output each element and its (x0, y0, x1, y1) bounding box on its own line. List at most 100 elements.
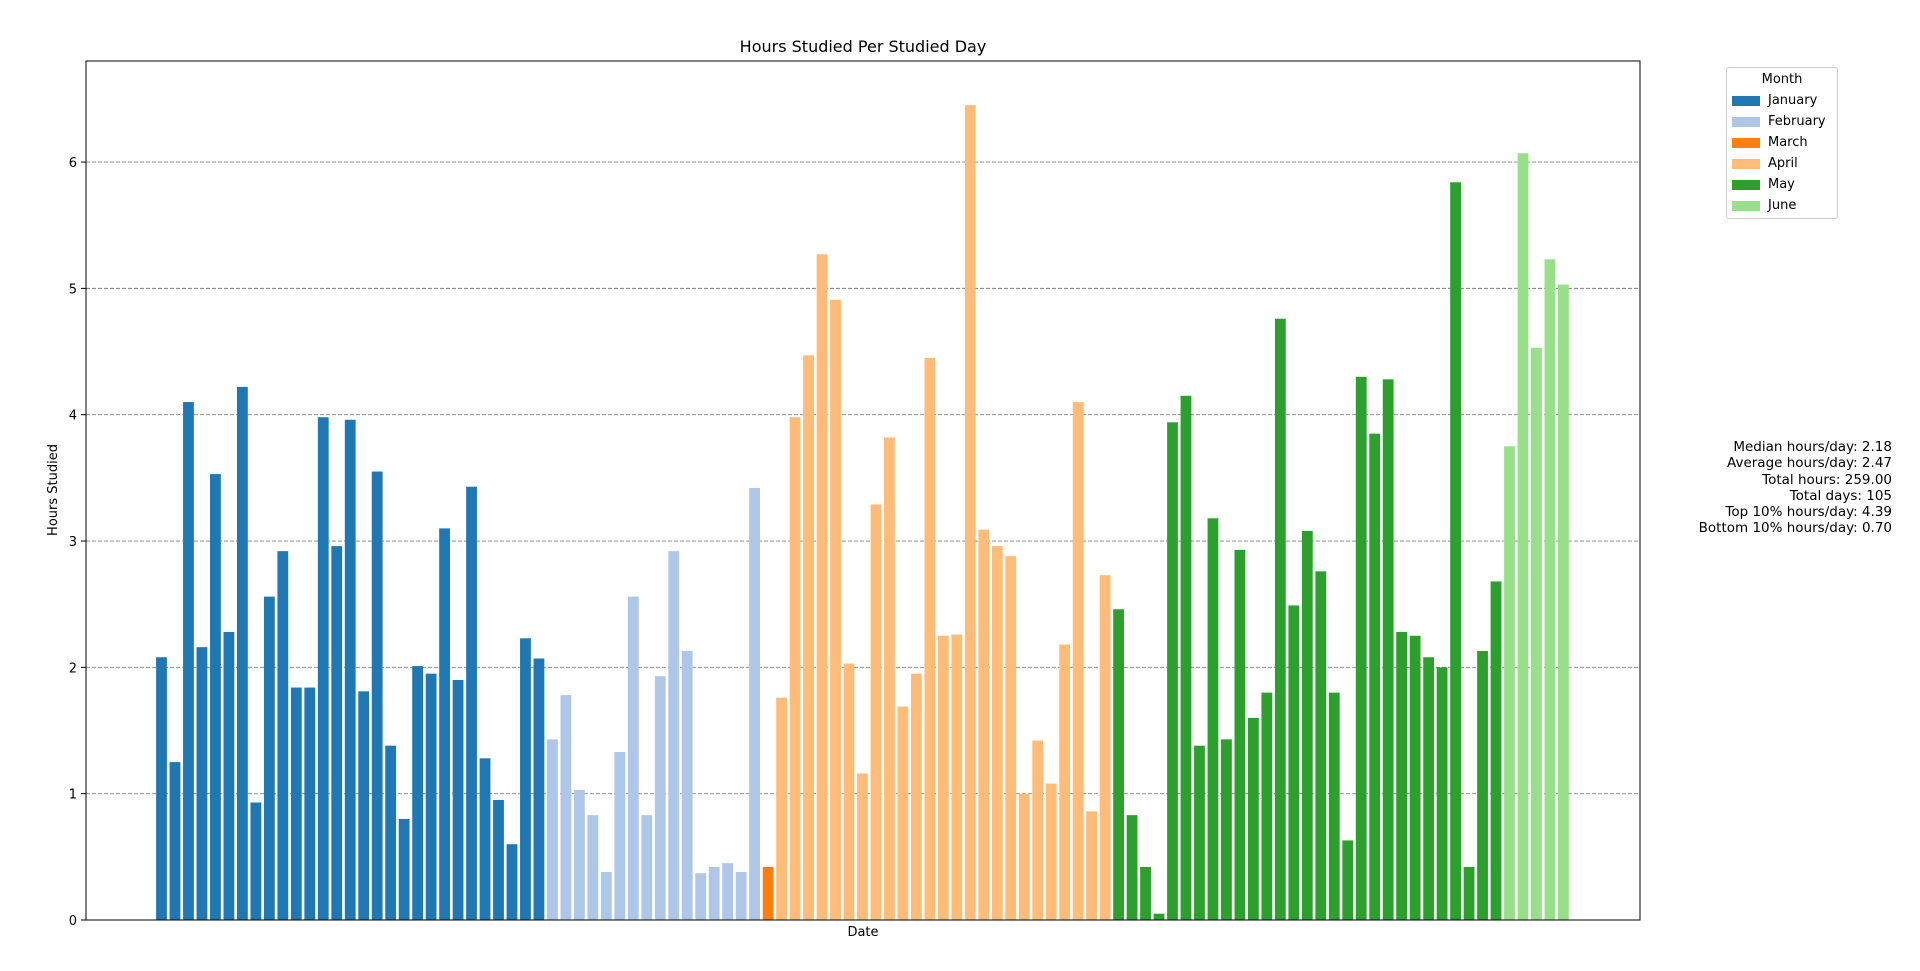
bar-february (681, 650, 693, 920)
plot-frame (85, 60, 1641, 921)
bar-april (1032, 740, 1044, 920)
y-tick-label: 1 (69, 788, 77, 803)
bar-march (762, 866, 774, 920)
bar-april (857, 773, 868, 920)
bar-may (1274, 318, 1286, 920)
bar-april (816, 254, 828, 920)
bar-february (560, 695, 572, 920)
bar-january (533, 658, 545, 920)
legend-swatch (1732, 137, 1760, 148)
bar-june (1558, 284, 1569, 921)
bar-april (910, 673, 922, 920)
bar-may (1167, 422, 1178, 920)
bar-june (1504, 446, 1515, 920)
bar-may (1247, 717, 1259, 920)
bar-may (1194, 745, 1205, 920)
bar-february (573, 789, 585, 920)
legend-label: January (1768, 93, 1818, 108)
bar-january (290, 687, 302, 920)
bar-february (735, 872, 747, 920)
bar-january (493, 799, 504, 920)
bar-january (183, 402, 194, 920)
legend-swatch (1732, 158, 1760, 169)
bar-may (1140, 866, 1151, 920)
bar-june (1517, 153, 1529, 921)
bar-may (1180, 395, 1192, 920)
bar-may (1328, 692, 1340, 920)
bar-june (1544, 259, 1556, 921)
bar-january (466, 486, 477, 920)
bar-february (627, 596, 639, 920)
bar-may (1423, 657, 1435, 920)
bar-january (317, 417, 329, 920)
bar-february (749, 487, 761, 920)
bar-january (479, 758, 491, 920)
bar-april (924, 357, 936, 920)
bar-may (1126, 815, 1138, 920)
legend-label: June (1768, 198, 1797, 213)
bar-april (843, 663, 855, 920)
bar-january (371, 471, 383, 920)
bar-april (951, 634, 963, 920)
bar-february (600, 872, 612, 920)
bar-january (236, 386, 248, 920)
legend-swatch (1732, 95, 1760, 106)
chart-title: Hours Studied Per Studied Day (740, 37, 987, 56)
legend-item-june: June (1727, 195, 1837, 216)
y-tick-label: 0 (69, 914, 77, 929)
bar-may (1463, 866, 1475, 920)
bar-april (1005, 556, 1017, 920)
bar-may (1355, 376, 1367, 920)
bar-april (1045, 783, 1057, 920)
bar-january (169, 762, 181, 920)
bar-april (1018, 793, 1030, 920)
legend-label: April (1768, 156, 1798, 171)
bar-january (439, 528, 450, 920)
y-tick-label: 4 (69, 409, 77, 424)
bar-february (654, 676, 666, 920)
bar-april (884, 437, 895, 920)
stat-top-10: Top 10% hours/day: 4.39 (1725, 504, 1892, 521)
bar-january (344, 419, 356, 920)
bar-february (668, 551, 680, 920)
bar-january (196, 647, 208, 920)
legend-item-january: January (1727, 90, 1837, 111)
bar-january (277, 551, 289, 920)
bar-february (587, 815, 599, 920)
bar-february (547, 739, 558, 920)
bar-may (1301, 530, 1313, 920)
bar-january (520, 638, 531, 920)
bar-may (1342, 840, 1354, 920)
bar-april (937, 635, 949, 920)
bar-april (1072, 402, 1084, 920)
stat-total-days: Total days: 105 (1789, 487, 1892, 504)
bar-february (708, 866, 720, 920)
bar-january (331, 546, 343, 920)
stat-median: Median hours/day: 2.18 (1733, 439, 1892, 455)
legend: Month January February March April May J… (1726, 67, 1838, 219)
legend-title: Month (1761, 72, 1803, 87)
bar-january (398, 818, 410, 920)
bar-january (210, 474, 221, 920)
bar-april (1099, 575, 1111, 920)
summary-stats: Median hours/day: 2.18 Average hours/day… (1699, 439, 1892, 537)
legend-label: February (1768, 114, 1826, 129)
bar-may (1221, 739, 1232, 920)
bar-january (250, 802, 262, 920)
legend-item-february: February (1727, 111, 1837, 132)
y-tick-label: 3 (69, 535, 77, 550)
bar-may (1382, 379, 1394, 921)
bar-may (1436, 667, 1448, 920)
x-axis-label: Date (847, 925, 878, 940)
legend-swatch (1732, 179, 1760, 190)
bar-january (358, 691, 370, 920)
bar-january (304, 687, 316, 920)
bar-january (452, 679, 464, 920)
bar-april (978, 529, 990, 920)
stat-average: Average hours/day: 2.47 (1727, 455, 1892, 472)
bar-january (223, 631, 235, 920)
bar-january (412, 666, 424, 920)
bar-june (1531, 347, 1542, 920)
bar-january (506, 844, 518, 920)
